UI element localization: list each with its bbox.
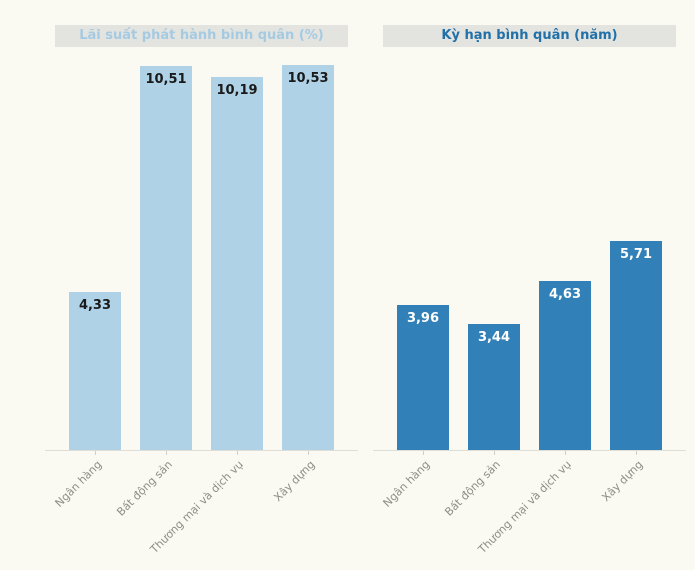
- bar-tenor-xay-dung: 5,71: [610, 241, 662, 450]
- x-axis-label: Xây dựng: [599, 458, 646, 505]
- bar-interest-bat-dong-san: 10,51: [140, 65, 192, 450]
- bar-value-label: 10,53: [287, 70, 329, 86]
- x-axis-label: Ngân hàng: [52, 458, 105, 510]
- x-axis-ticks: [373, 451, 686, 455]
- axis-tick: [610, 451, 662, 455]
- chart-title-interest-rate: Lãi suất phát hành bình quân (%): [55, 25, 348, 47]
- bar-value-label: 10,19: [216, 83, 258, 99]
- bar-tenor-ngan-hang: 3,96: [397, 305, 449, 450]
- bar-value-label: 10,51: [145, 71, 187, 87]
- bar-tenor-bat-dong-san: 3,44: [468, 324, 520, 450]
- axis-tick: [468, 451, 520, 455]
- x-axis-label: Ngân hàng: [380, 458, 433, 510]
- chart-title-tenor: Kỳ hạn bình quân (năm): [383, 25, 676, 47]
- bar-interest-thuong-mai-dich-vu: 10,19: [211, 77, 263, 450]
- axis-tick: [397, 451, 449, 455]
- bar-tenor-thuong-mai-dich-vu: 4,63: [539, 280, 591, 450]
- axis-tick: [211, 451, 263, 455]
- bar-value-label: 4,33: [78, 297, 112, 313]
- chart-panel-tenor: Kỳ hạn bình quân (năm) 3,96 3,44 4,63 5,…: [373, 0, 686, 570]
- axis-tick: [282, 451, 334, 455]
- x-axis-ticks: [45, 451, 358, 455]
- bar-interest-xay-dung: 10,53: [282, 64, 334, 450]
- bar-group-tenor: 3,96 3,44 4,63 5,71: [373, 55, 686, 450]
- bar-value-label: 5,71: [619, 247, 653, 263]
- bar-value-label: 4,63: [548, 286, 582, 302]
- bar-interest-ngan-hang: 4,33: [69, 291, 121, 450]
- chart-panel-interest-rate: Lãi suất phát hành bình quân (%) 4,33 10…: [45, 0, 358, 570]
- x-axis-line: [373, 450, 686, 451]
- bar-value-label: 3,44: [477, 330, 511, 346]
- x-axis-line: [45, 450, 358, 451]
- x-axis-label: Bất động sản: [442, 458, 504, 519]
- bar-value-label: 3,96: [406, 311, 440, 327]
- axis-tick: [69, 451, 121, 455]
- x-axis-label: Bất động sản: [114, 458, 176, 519]
- bar-group-interest-rate: 4,33 10,51 10,19 10,53: [45, 55, 358, 450]
- axis-tick: [539, 451, 591, 455]
- x-axis-label: Xây dựng: [271, 458, 318, 505]
- axis-tick: [140, 451, 192, 455]
